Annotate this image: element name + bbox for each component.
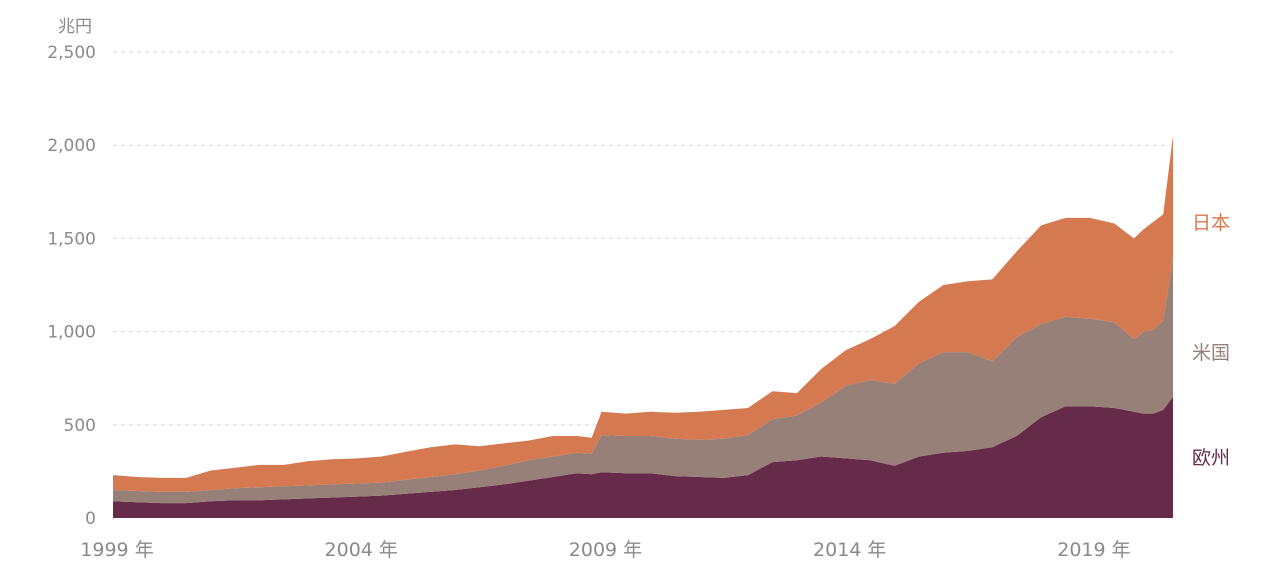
x-tick-label: 2019 年 (1057, 539, 1130, 561)
x-tick-label: 1999 年 (80, 539, 153, 561)
x-tick-label: 2009 年 (569, 539, 642, 561)
y-axis-unit-label: 兆円 (58, 17, 92, 37)
x-axis: 1999 年 2004 年 2009 年 2014 年 2019 年 (80, 539, 1130, 561)
x-tick-label: 2004 年 (325, 539, 398, 561)
y-tick-label: 500 (64, 416, 96, 436)
y-tick-label: 0 (85, 509, 96, 529)
y-tick-label: 1,500 (47, 229, 96, 249)
area-series (113, 135, 1173, 518)
y-tick-label: 2,500 (47, 43, 96, 63)
area-series-3 (113, 135, 1173, 492)
area-series-2 (113, 257, 1173, 504)
series-label: 米国 (1192, 342, 1230, 364)
series-label: 欧州 (1192, 447, 1230, 469)
y-tick-label: 1,000 (47, 323, 96, 343)
area-series-1 (113, 396, 1173, 518)
x-tick-label: 2014 年 (813, 539, 886, 561)
series-label: 日本 (1192, 212, 1230, 234)
y-axis: 0 500 1,000 1,500 2,000 2,500 (47, 43, 96, 529)
y-tick-label: 2,000 (47, 136, 96, 156)
